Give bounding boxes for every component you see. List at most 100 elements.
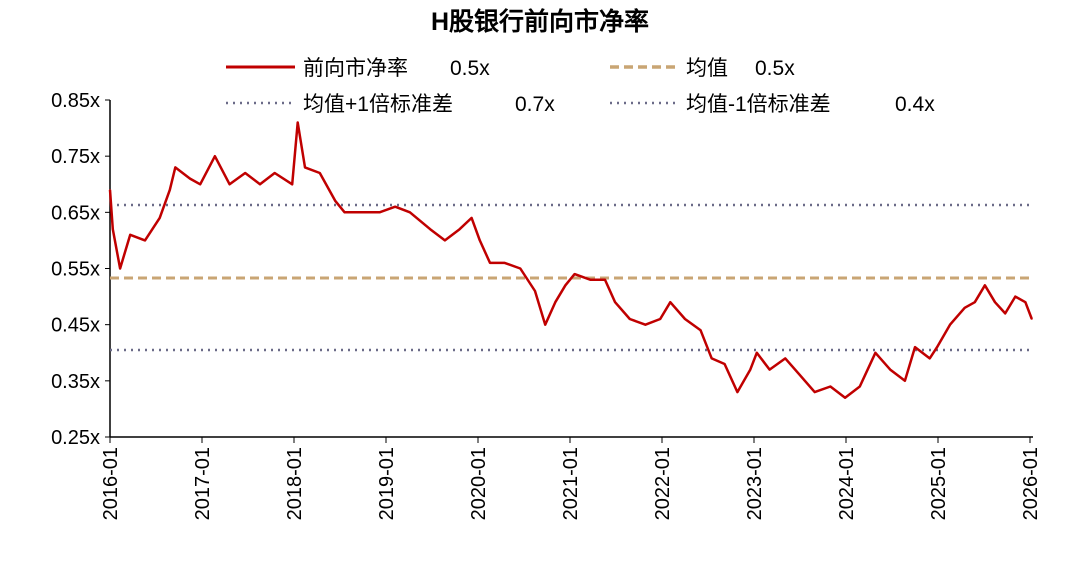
pb-data-point <box>699 329 702 332</box>
pb-data-point <box>984 284 986 287</box>
pb-data-point <box>564 284 567 287</box>
x-tick-label: 2023-01 <box>744 447 766 520</box>
pb-data-point <box>304 166 306 169</box>
pb-data-point <box>684 318 686 320</box>
pb-data-point <box>589 278 592 281</box>
pb-data-point <box>534 290 536 292</box>
pb-data-point <box>119 267 121 270</box>
pb-data-point <box>273 172 276 174</box>
pb-data-point <box>444 239 446 242</box>
pb-data-point <box>813 391 816 393</box>
pb-data-point <box>458 228 461 230</box>
pb-data-point <box>1014 295 1017 298</box>
pb-data-point <box>519 267 522 270</box>
pb-data-point <box>189 177 191 180</box>
pb-data-point <box>749 368 752 371</box>
pb-data-point <box>544 323 546 326</box>
pb-data-point <box>554 301 557 304</box>
pb-data-point <box>199 183 201 186</box>
pb-data-point <box>904 380 906 382</box>
x-tick-label: 2017-01 <box>192 447 214 520</box>
pb-data-point <box>259 183 261 186</box>
pb-data-point <box>470 217 473 219</box>
pb-data-point <box>1031 318 1033 320</box>
x-tick-label: 2024-01 <box>836 447 858 520</box>
pb-data-point <box>829 385 832 388</box>
pb-data-point <box>1024 301 1027 304</box>
pb-data-point <box>169 189 171 191</box>
pb-data-point <box>409 211 411 214</box>
pb-data-point <box>659 318 661 320</box>
pb-data-point <box>158 217 161 219</box>
pb-data-point <box>573 273 576 275</box>
pb-data-point <box>936 346 938 348</box>
pb-data-point <box>244 172 247 174</box>
x-tick-label: 2019-01 <box>376 447 398 520</box>
pb-data-point <box>889 368 891 371</box>
pb-data-point <box>874 351 877 354</box>
x-tick-label: 2016-01 <box>100 447 122 520</box>
legend-value-minus1sd: 0.4x <box>895 93 935 116</box>
pb-data-point <box>429 228 431 230</box>
y-tick-label: 0.45x <box>51 315 100 337</box>
pb-data-point <box>129 234 132 236</box>
y-tick-label: 0.75x <box>51 146 100 168</box>
x-tick-label: 2021-01 <box>560 447 582 520</box>
pb-data-point <box>974 301 976 304</box>
legend-label-pb: 前向市净率 <box>303 57 408 80</box>
legend-label-minus1sd: 均值-1倍标准差 <box>686 93 831 116</box>
pb-data-point <box>378 211 381 214</box>
legend: 前向市净率 0.5x 均值 0.5x 均值+1倍标准差 0.7x 均值-1倍标准… <box>226 57 935 116</box>
pb-data-point <box>755 351 758 354</box>
pb-data-point <box>644 323 647 326</box>
legend-label-plus1sd: 均值+1倍标准差 <box>303 93 453 116</box>
pb-data-point <box>359 211 362 214</box>
pb-data-point <box>859 385 861 388</box>
pb-data-point <box>479 239 481 242</box>
pb-data-point <box>914 346 916 348</box>
pb-data-point <box>994 301 996 304</box>
x-tick-label: 2025-01 <box>928 447 950 520</box>
pb-data-point <box>723 363 726 365</box>
legend-value-mean: 0.5x <box>755 57 795 80</box>
pb-data-point <box>343 211 346 214</box>
pb-data-point <box>963 307 966 309</box>
axes: 0.85x 0.75x 0.65x 0.55x 0.45x 0.35x 0.25x2016-… <box>51 90 1042 520</box>
x-tick-label: 2022-01 <box>652 447 674 520</box>
y-tick-label: 0.85x <box>51 90 100 112</box>
pb-data-point <box>111 228 114 230</box>
pb-data-point <box>296 121 299 124</box>
y-tick-label: 0.25x <box>51 427 100 449</box>
pb-data-point <box>503 262 506 264</box>
x-tick-label: 2020-01 <box>468 447 490 520</box>
pb-data-point <box>784 357 787 360</box>
chart-title: H股银行前向市净率 <box>431 7 649 36</box>
legend-label-mean: 均值 <box>686 57 728 80</box>
series-group <box>108 121 1033 399</box>
pb-data-point <box>489 262 491 264</box>
pb-data-point <box>736 391 739 393</box>
pb-data-point <box>669 301 672 304</box>
pb-data-point <box>291 183 293 186</box>
pb-data-point <box>604 278 606 281</box>
pb-data-point <box>1004 312 1006 315</box>
y-tick-label: 0.65x <box>51 202 100 224</box>
pb-data-point <box>394 205 397 208</box>
pb-series-line <box>108 121 1033 399</box>
pb-data-point <box>214 155 216 157</box>
x-tick-label: 2018-01 <box>284 447 306 520</box>
pb-data-point <box>228 183 231 186</box>
pb-data-point <box>799 374 801 377</box>
pb-data-point <box>710 357 713 360</box>
pb-data-point <box>629 318 631 320</box>
pb-data-point <box>334 200 337 202</box>
pb-data-point <box>949 323 951 326</box>
pb-data-point <box>318 172 321 174</box>
pb-data-point <box>614 301 616 304</box>
pb-data-point <box>928 357 931 360</box>
legend-value-plus1sd: 0.7x <box>515 93 555 116</box>
pb-data-point <box>174 166 177 169</box>
pb-data-point <box>144 239 146 242</box>
legend-value-pb: 0.5x <box>450 57 490 80</box>
